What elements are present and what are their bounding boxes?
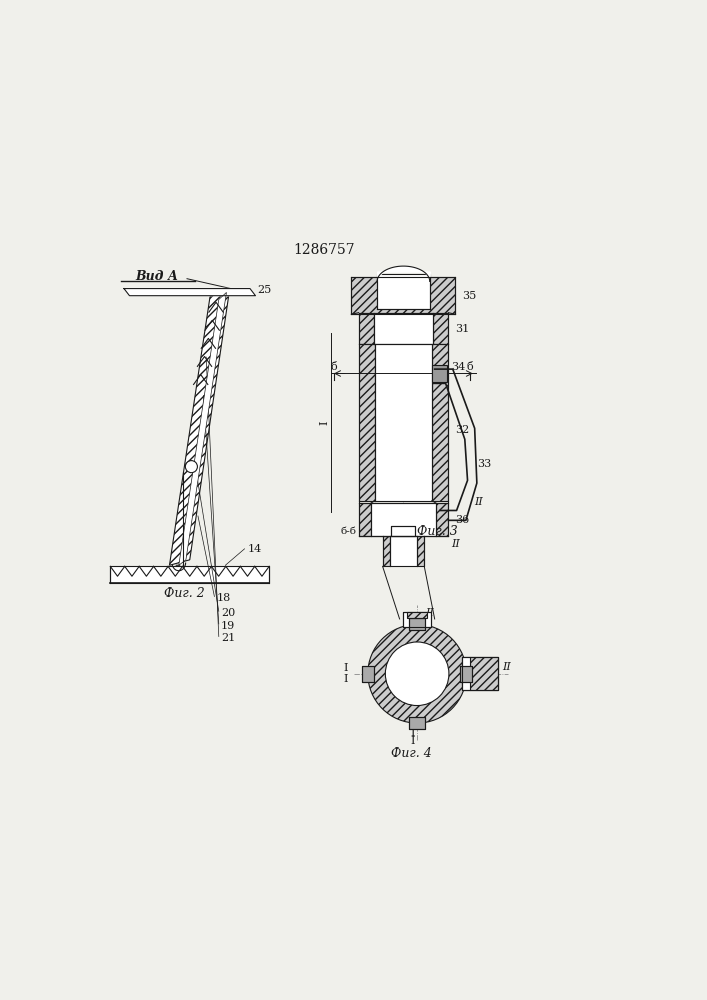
Bar	[409, 618, 426, 630]
Bar	[433, 313, 448, 344]
Text: I: I	[320, 420, 329, 425]
Text: 14: 14	[247, 544, 262, 554]
Bar	[390, 536, 416, 566]
Bar	[416, 536, 424, 566]
Text: 1286757: 1286757	[293, 243, 355, 257]
Bar	[432, 365, 448, 382]
Text: I: I	[411, 736, 415, 746]
Bar	[432, 344, 448, 501]
Bar	[110, 566, 269, 583]
Bar	[409, 717, 426, 729]
Bar	[370, 503, 436, 536]
Text: б-б: б-б	[341, 527, 356, 536]
Text: 19: 19	[221, 621, 235, 631]
Bar	[362, 666, 374, 682]
Bar	[462, 657, 498, 690]
Text: II: II	[474, 497, 484, 507]
Bar	[358, 503, 370, 536]
Circle shape	[385, 642, 449, 706]
Text: 36: 36	[455, 515, 469, 525]
Polygon shape	[124, 289, 255, 296]
Text: б: б	[330, 362, 337, 372]
Text: I: I	[344, 674, 348, 684]
Text: б: б	[467, 362, 474, 372]
Bar	[375, 344, 432, 501]
Bar	[392, 526, 416, 536]
Text: 35: 35	[462, 291, 477, 301]
Text: 31: 31	[455, 324, 469, 334]
Bar	[382, 536, 390, 566]
Bar	[374, 313, 433, 344]
Circle shape	[185, 461, 197, 473]
Bar	[460, 666, 472, 682]
Polygon shape	[170, 289, 230, 565]
Bar	[462, 657, 498, 690]
Text: I: I	[411, 728, 415, 738]
Text: II: II	[426, 608, 434, 618]
Bar	[377, 274, 430, 309]
Bar	[407, 612, 427, 618]
Text: Фиг. 3: Фиг. 3	[417, 525, 458, 538]
Text: I: I	[344, 663, 348, 673]
Bar	[404, 612, 431, 627]
Bar	[409, 717, 426, 729]
Bar	[462, 657, 470, 690]
Text: 21: 21	[221, 633, 235, 643]
Bar	[409, 618, 426, 630]
Bar	[460, 666, 472, 682]
Text: Фиг. 2: Фиг. 2	[164, 587, 204, 600]
Text: 20: 20	[221, 608, 235, 618]
Bar	[392, 526, 416, 536]
Polygon shape	[179, 292, 226, 565]
Bar	[351, 277, 455, 314]
Text: 25: 25	[257, 285, 271, 295]
Bar	[404, 612, 431, 627]
Text: Фиг. 4: Фиг. 4	[391, 747, 432, 760]
Bar	[470, 657, 498, 690]
Text: II: II	[502, 662, 511, 672]
Text: Вид А: Вид А	[135, 270, 178, 283]
Circle shape	[368, 624, 467, 723]
Text: 33: 33	[477, 459, 491, 469]
Text: 18: 18	[217, 593, 231, 603]
Text: 32: 32	[455, 425, 469, 435]
Text: II: II	[452, 539, 460, 549]
Text: 34: 34	[451, 362, 465, 372]
Bar	[358, 313, 374, 344]
Bar	[362, 666, 374, 682]
Bar	[358, 344, 375, 501]
Bar	[436, 503, 448, 536]
